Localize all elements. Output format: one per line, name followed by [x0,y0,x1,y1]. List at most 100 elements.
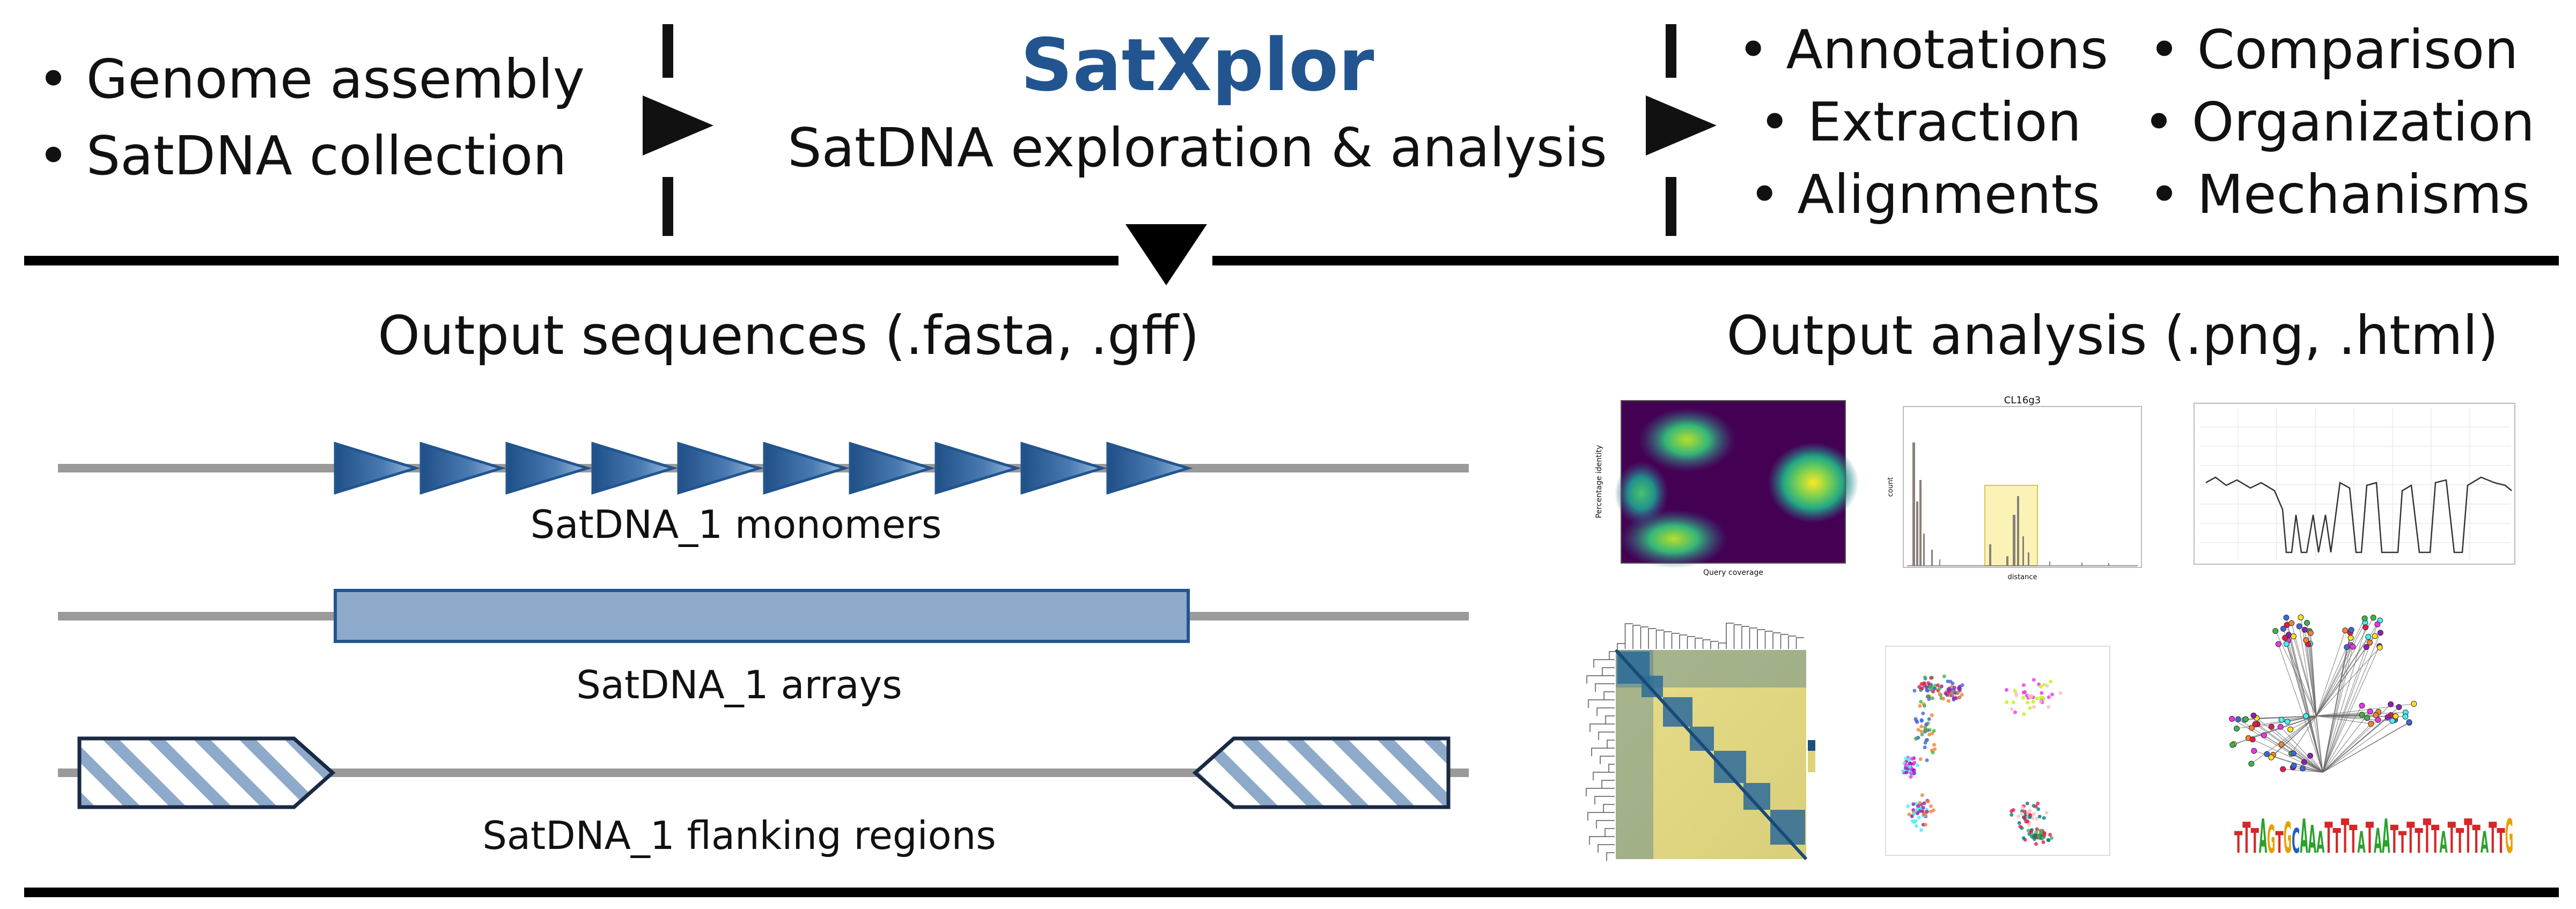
histogram-bar [1931,550,1933,566]
scatter-point [1960,683,1964,688]
scatter-point [2047,838,2051,843]
network-node [2370,615,2376,621]
dendrogram-branch [1749,627,1757,649]
scatter-point [1926,800,1930,804]
network-node [2367,708,2373,715]
scatter-point [1904,763,1908,767]
scatter-point [1914,824,1918,828]
histogram-bar [2006,556,2008,566]
arrow-right-icon [1646,95,1717,156]
network-node [2368,721,2374,727]
scatter-point [1906,804,1910,808]
scatter-frame [1885,646,2110,856]
scatter-point [1919,828,1923,832]
network-node [2363,644,2369,650]
scatter-point [2022,816,2027,820]
heatmap-block [1690,727,1714,751]
network-node [2359,712,2365,718]
scatter-point [1930,731,1934,736]
scatter-point [2041,840,2045,844]
network-node [2361,615,2368,622]
dendrogram-branch [1664,631,1672,649]
logo-letter: G [2505,809,2513,864]
scatter-point [1920,733,1924,737]
scatter-point [2039,696,2043,700]
separator-right [1212,256,2559,265]
scatter-point [2026,810,2030,815]
network-node [2249,736,2256,743]
arrow-down-icon [1125,224,1207,285]
feature-annotations: • Annotations [1738,18,2108,81]
scatter-point [1925,738,1929,742]
network-node [2283,615,2290,621]
heatmap-blocks [1614,648,1808,861]
scatter-point [1912,771,1916,775]
scatter-point [1921,711,1925,715]
scatter-point [2032,835,2036,839]
network-edge [2322,711,2371,773]
network-edge [2322,647,2367,773]
network-edge [2304,630,2323,773]
feature-extraction: • Extraction [1759,91,2081,153]
scatter-point [1924,823,1928,827]
scatter-point [1929,676,1933,680]
network-edge [2252,739,2323,773]
feature-comparison: • Comparison [2148,18,2519,81]
flanking-region-right [1192,736,1451,809]
dendrogram-branch [1605,715,1615,724]
scatter-point [1922,704,1926,708]
network-node [2307,752,2313,759]
network-node [2303,619,2310,626]
histogram-ylabel: count [1887,477,1895,497]
dendrogram-branch [1655,630,1664,649]
scatter-point [1922,681,1926,685]
scatter-point [1908,765,1912,769]
network-node [2384,714,2391,720]
histogram-xlabel: distance [2007,573,2037,581]
dendrogram-branch [1757,629,1765,649]
density-frame [1621,400,1846,564]
network-edge [2291,715,2317,754]
scatter-point [1957,696,1961,700]
monomers-track: SatDNA_1 monomers [58,441,1469,547]
dendrogram-branch [1726,623,1734,649]
scatter-point [1949,691,1954,696]
monomer-triangle [505,441,592,495]
scatter-point [1952,696,1956,700]
monomer-triangle [1106,441,1193,495]
network-node [2288,620,2295,626]
separator-left [24,256,1118,265]
scatter-point [2032,705,2036,709]
bottom-rule [24,888,2559,897]
scatter-point [1960,693,1964,697]
dendrogram-branch [1632,625,1641,649]
scatter-points [1901,674,2063,846]
dendrogram-branch [1596,820,1615,829]
label-monomers: SatDNA_1 monomers [531,502,942,547]
logo-letter: A [2374,822,2382,861]
logo-letter: T [2406,814,2415,863]
flanking-region-left [77,736,336,809]
dendrogram-branch [1605,828,1615,837]
network-edge [2299,626,2323,773]
network-edge [2286,644,2317,716]
network-edge [2232,718,2323,773]
logo-letter: T [2423,809,2431,864]
network-node [2301,759,2307,765]
scatter-point [2021,683,2026,687]
network-node [2296,623,2302,630]
scatter-point [1916,804,1920,808]
scatter-point [1923,725,1927,729]
dendrogram-branch [1596,707,1615,716]
heatmap-block [1714,751,1746,783]
scatter-point [1920,793,1924,797]
logo-letter: A [2357,825,2365,860]
logo-letter: T [2366,814,2374,863]
scatter-point [1919,682,1924,686]
scatter-point [1912,760,1917,765]
scatter-point [2036,834,2041,839]
network-edge [2322,645,2351,773]
thumb-heatmap [1586,623,1815,861]
scatter-point [1923,813,1927,817]
scatter-point [2013,710,2017,714]
